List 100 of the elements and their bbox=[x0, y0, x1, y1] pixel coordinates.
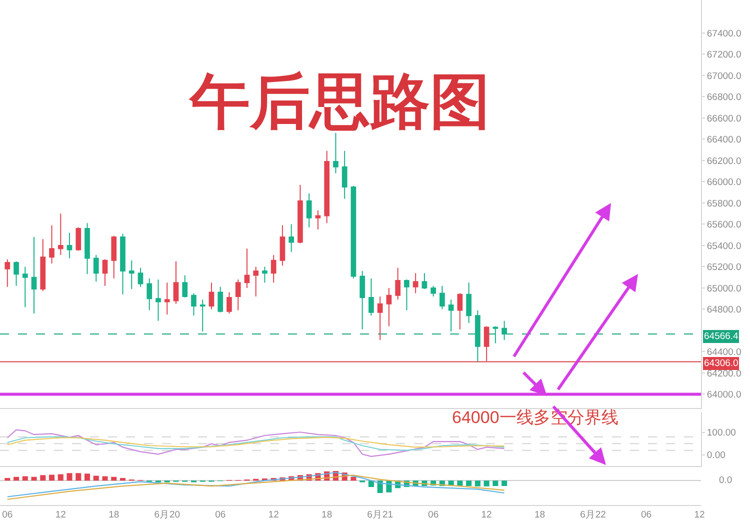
bar bbox=[49, 474, 55, 481]
x-tick-label: 18 bbox=[108, 509, 120, 520]
ref-line-label: 64566.4 bbox=[704, 331, 738, 342]
text: 午后思路图 bbox=[188, 68, 490, 135]
candlestick bbox=[76, 226, 82, 252]
candlestick bbox=[270, 254, 276, 284]
bar bbox=[93, 476, 99, 481]
y-tick-label: 64200.0 bbox=[706, 368, 742, 380]
x-tick-label: 06 bbox=[2, 509, 13, 520]
y-tick-label: 65200.0 bbox=[706, 262, 742, 274]
bar bbox=[502, 480, 508, 486]
candlestick bbox=[430, 285, 436, 297]
candlestick bbox=[315, 210, 321, 230]
candlestick bbox=[377, 296, 383, 341]
x-tick-label: 18 bbox=[534, 509, 546, 520]
candlestick bbox=[4, 258, 10, 288]
y-tick-label: 67200.0 bbox=[706, 50, 742, 61]
candlestick bbox=[31, 236, 37, 314]
bar bbox=[4, 478, 10, 481]
candlestick bbox=[200, 299, 206, 332]
candlestick bbox=[191, 292, 196, 316]
y-tick-label: 66000.0 bbox=[706, 177, 742, 188]
x-tick-label: 12 bbox=[694, 509, 705, 520]
candlestick bbox=[128, 260, 134, 290]
bar bbox=[120, 478, 126, 481]
x-tick-label: 6月20 bbox=[154, 509, 180, 520]
candlestick bbox=[226, 292, 232, 314]
candlestick bbox=[422, 272, 428, 290]
candlestick bbox=[120, 233, 126, 295]
y-tick-label: 67000.0 bbox=[706, 70, 742, 82]
candlestick bbox=[164, 282, 170, 316]
candlestick bbox=[102, 258, 108, 286]
candlestick bbox=[333, 132, 338, 174]
y-tick-label: 100.00 bbox=[706, 428, 736, 439]
candlestick bbox=[466, 282, 472, 324]
candlestick bbox=[253, 266, 259, 297]
candlestick bbox=[262, 266, 268, 284]
y-tick-label: 65600.0 bbox=[706, 220, 742, 231]
candlestick bbox=[93, 254, 99, 282]
y-tick-label: 66600.0 bbox=[706, 113, 742, 124]
candlestick bbox=[342, 150, 348, 200]
bar bbox=[350, 476, 356, 481]
candlestick bbox=[457, 292, 463, 330]
x-tick-label: 18 bbox=[322, 509, 332, 520]
y-tick-label: 66200.0 bbox=[706, 156, 742, 167]
bar bbox=[474, 480, 480, 486]
candlestick bbox=[49, 224, 54, 264]
candlestick bbox=[360, 270, 366, 330]
x-tick-label: 12 bbox=[55, 509, 66, 520]
candlestick bbox=[182, 274, 188, 298]
y-tick-label: 66400.0 bbox=[706, 134, 742, 146]
bar bbox=[66, 473, 72, 481]
bar bbox=[31, 476, 37, 481]
x-tick-label: 12 bbox=[481, 509, 492, 520]
candlestick bbox=[40, 238, 46, 292]
x-tick-label: 06 bbox=[215, 509, 226, 520]
candlestick bbox=[368, 278, 374, 316]
candlestick bbox=[208, 282, 214, 310]
candlestick bbox=[66, 232, 72, 259]
candlestick bbox=[412, 272, 418, 294]
candlestick bbox=[22, 266, 28, 308]
candlestick bbox=[306, 192, 312, 228]
bar bbox=[58, 474, 64, 481]
candlestick bbox=[440, 285, 445, 310]
bar bbox=[76, 473, 82, 481]
y-tick-label: 66800.0 bbox=[706, 92, 742, 104]
bar bbox=[368, 480, 374, 487]
candlestick bbox=[404, 278, 410, 311]
candlestick bbox=[386, 287, 392, 327]
candlestick bbox=[111, 235, 117, 279]
bar bbox=[102, 476, 108, 481]
y-tick-label: 65800.0 bbox=[706, 198, 742, 210]
bar bbox=[484, 480, 490, 486]
text: 0.0 bbox=[719, 475, 732, 486]
bar bbox=[22, 476, 28, 481]
bar bbox=[84, 474, 90, 481]
x-tick-label: 6月21 bbox=[367, 509, 394, 520]
candlestick bbox=[280, 224, 286, 266]
bar bbox=[14, 476, 20, 481]
candlestick bbox=[58, 213, 64, 256]
x-tick-label: 06 bbox=[428, 509, 439, 520]
y-tick-label: 0.00 bbox=[706, 450, 726, 462]
bar bbox=[377, 480, 383, 493]
x-tick-label: 06 bbox=[640, 509, 652, 520]
y-tick-label: 65400.0 bbox=[706, 240, 742, 252]
candlestick bbox=[14, 260, 19, 286]
candlestick bbox=[298, 184, 303, 244]
y-tick-label: 64400.0 bbox=[706, 347, 742, 358]
bar bbox=[492, 480, 498, 486]
candlestick bbox=[218, 286, 224, 313]
candlestick bbox=[235, 278, 241, 311]
candlestick bbox=[84, 222, 90, 275]
candlestick bbox=[138, 267, 144, 288]
x-tick-label: 12 bbox=[268, 509, 279, 520]
candlestick bbox=[288, 224, 294, 252]
candlestick bbox=[448, 299, 454, 332]
candlestick bbox=[146, 278, 152, 311]
candlestick bbox=[173, 260, 179, 304]
bar bbox=[466, 480, 472, 486]
candlestick bbox=[156, 278, 161, 322]
